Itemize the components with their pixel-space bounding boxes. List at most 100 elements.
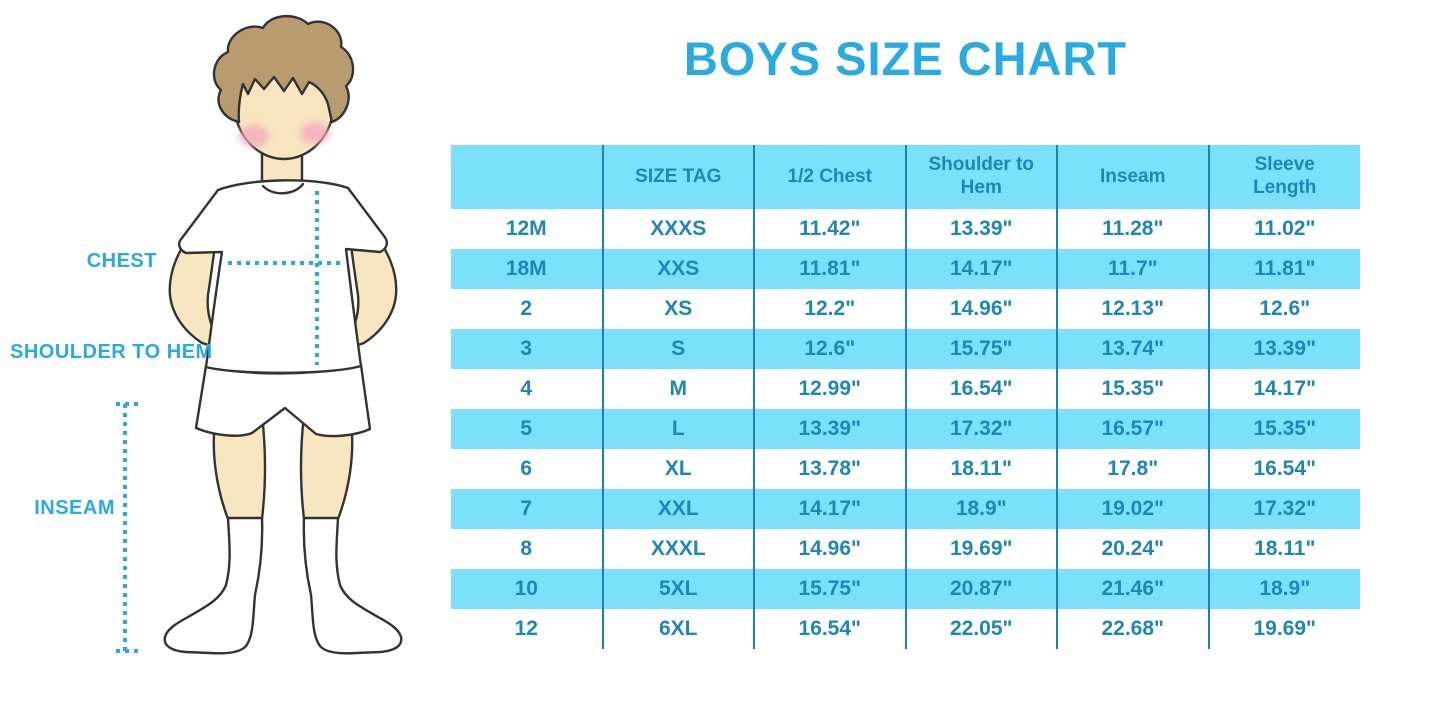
size-cell: 4 (520, 377, 533, 400)
header-row: SIZE TAG 1/2 Chest Shoulder to Hem Inseam Sl… (451, 145, 1360, 209)
measurement-cell: 11.28" (1056, 209, 1209, 249)
size-tag-cell: M (601, 369, 754, 409)
right-cheek-blush (300, 122, 330, 144)
measurement-cell: 16.54" (753, 609, 906, 649)
table-row: 5 L 13.39" 17.32" 16.57" 15.35" (451, 409, 1360, 449)
measurement-cell: 18.9" (1207, 569, 1360, 609)
measurement-cell: 13.39" (904, 209, 1057, 249)
measurement-cell: 14.17" (1207, 369, 1360, 409)
measurement-cell: 12.6" (1207, 289, 1360, 329)
measurement-cell: 11.02" (1207, 209, 1360, 249)
table-row: 3 S 12.6" 15.75" 13.74" 13.39" (451, 329, 1360, 369)
table-row: 7 XXL 14.17" 18.9" 19.02" 17.32" (451, 489, 1360, 529)
size-cell: 2 (520, 297, 533, 320)
measurement-cell: 19.02" (1056, 489, 1209, 529)
measurement-cell: 17.8" (1056, 449, 1209, 489)
measurement-cell: 13.78" (753, 449, 906, 489)
measurement-cell: 15.35" (1207, 409, 1360, 449)
measurement-cell: 14.96" (904, 289, 1057, 329)
boy-right-sock (302, 516, 403, 655)
measurement-cell: 19.69" (904, 529, 1057, 569)
size-cell: 12 (514, 617, 538, 640)
measurement-cell: 12.99" (753, 369, 906, 409)
measurement-cell: 13.39" (1207, 329, 1360, 369)
inseam-measure-line (116, 402, 142, 653)
size-cell: 6 (520, 457, 533, 480)
column-header: Sleeve Length (1207, 145, 1360, 209)
measurement-cell: 14.17" (753, 489, 906, 529)
boy-right-arm (340, 226, 398, 352)
size-tag-cell: 6XL (601, 609, 754, 649)
measurement-cell: 14.17" (904, 249, 1057, 289)
measurement-cell: 15.75" (753, 569, 906, 609)
measurement-cell: 17.32" (904, 409, 1057, 449)
measurement-cell: 12.6" (753, 329, 906, 369)
size-tag-cell: XXS (601, 249, 754, 289)
size-cell: 7 (451, 489, 603, 529)
size-tag-cell: XL (601, 449, 754, 489)
measurement-cell: 11.42" (753, 209, 906, 249)
column-header (451, 145, 603, 209)
size-cell: 18M (451, 249, 603, 289)
boy-shorts (194, 363, 372, 438)
size-cell: 10 (451, 569, 603, 609)
left-cheek-blush (239, 125, 269, 147)
size-tag-cell: XXXS (601, 209, 754, 249)
size-cell: 8 (520, 537, 533, 560)
measurement-cell: 22.05" (904, 609, 1057, 649)
inseam-label: INSEAM (34, 497, 115, 519)
measurement-cell: 20.87" (904, 569, 1057, 609)
measurement-cell: 16.57" (1056, 409, 1209, 449)
measurement-cell: 11.81" (753, 249, 906, 289)
measurement-cell: 14.96" (753, 529, 906, 569)
table-row: 6 XL 13.78" 18.11" 17.8" 16.54" (451, 449, 1360, 489)
table-row: 2 XS 12.2" 14.96" 12.13" 12.6" (451, 289, 1360, 329)
measurement-cell: 19.69" (1207, 609, 1360, 649)
boy-hair (212, 15, 355, 124)
chest-label: CHEST (86, 250, 157, 272)
size-cell: 12M (505, 217, 547, 240)
measurement-cell: 11.7" (1056, 249, 1209, 289)
shoulder-to-hem-label: SHOULDER TO HEM (10, 341, 213, 363)
size-tag-cell: XS (601, 289, 754, 329)
page-title: BOYS SIZE CHART (683, 32, 1128, 85)
measurement-cell: 18.11" (904, 449, 1057, 489)
table-row: 8 XXXL 14.96" 19.69" 20.24" 18.11" (451, 529, 1360, 569)
measurement-cell: 12.2" (753, 289, 906, 329)
column-header: SIZE TAG (601, 145, 754, 209)
measurement-cell: 13.39" (753, 409, 906, 449)
size-tag-cell: XXL (601, 489, 754, 529)
measurement-cell: 17.32" (1207, 489, 1360, 529)
boy-left-arm (168, 226, 226, 352)
measurement-cell: 22.68" (1056, 609, 1209, 649)
measurement-cell: 15.35" (1056, 369, 1209, 409)
size-tag-cell: S (601, 329, 754, 369)
size-tag-cell: XXXL (601, 529, 754, 569)
table-row: 12 6XL 16.54" 22.05" 22.68" 19.69" (451, 609, 1360, 649)
column-header: Shoulder to Hem (904, 145, 1057, 209)
table-body: 12M XXXS 11.42" 13.39" 11.28" 11.02" 18M XXS 11.… (451, 209, 1360, 649)
shirt-collar (261, 182, 305, 195)
boy-measurement-illustration (116, 15, 403, 655)
measurement-cell: 16.54" (1207, 449, 1360, 489)
measurement-cell: 21.46" (1056, 569, 1209, 609)
size-cell: 3 (451, 329, 603, 369)
table-row: 4 M 12.99" 16.54" 15.35" 14.17" (451, 369, 1360, 409)
boy-shirt (178, 179, 388, 375)
measurement-cell: 16.54" (904, 369, 1057, 409)
boy-left-sock (163, 516, 264, 655)
measurement-cell: 20.24" (1056, 529, 1209, 569)
table-header: SIZE TAG 1/2 Chest Shoulder to Hem Inseam Sl… (451, 145, 1360, 209)
column-header: 1/2 Chest (753, 145, 906, 209)
table-row: 12M XXXS 11.42" 13.39" 11.28" 11.02" (451, 209, 1360, 249)
measurement-cell: 15.75" (904, 329, 1057, 369)
measurement-cell: 13.74" (1056, 329, 1209, 369)
table-row: 18M XXS 11.81" 14.17" 11.7" 11.81" (451, 249, 1360, 289)
size-tag-cell: L (601, 409, 754, 449)
size-cell: 5 (451, 409, 603, 449)
measurement-cell: 18.9" (904, 489, 1057, 529)
column-header: Inseam (1056, 145, 1209, 209)
table-row: 10 5XL 15.75" 20.87" 21.46" 18.9" (451, 569, 1360, 609)
measurement-cell: 18.11" (1207, 529, 1360, 569)
size-chart-table: SIZE TAG 1/2 Chest Shoulder to Hem Inseam Sl… (451, 145, 1360, 649)
